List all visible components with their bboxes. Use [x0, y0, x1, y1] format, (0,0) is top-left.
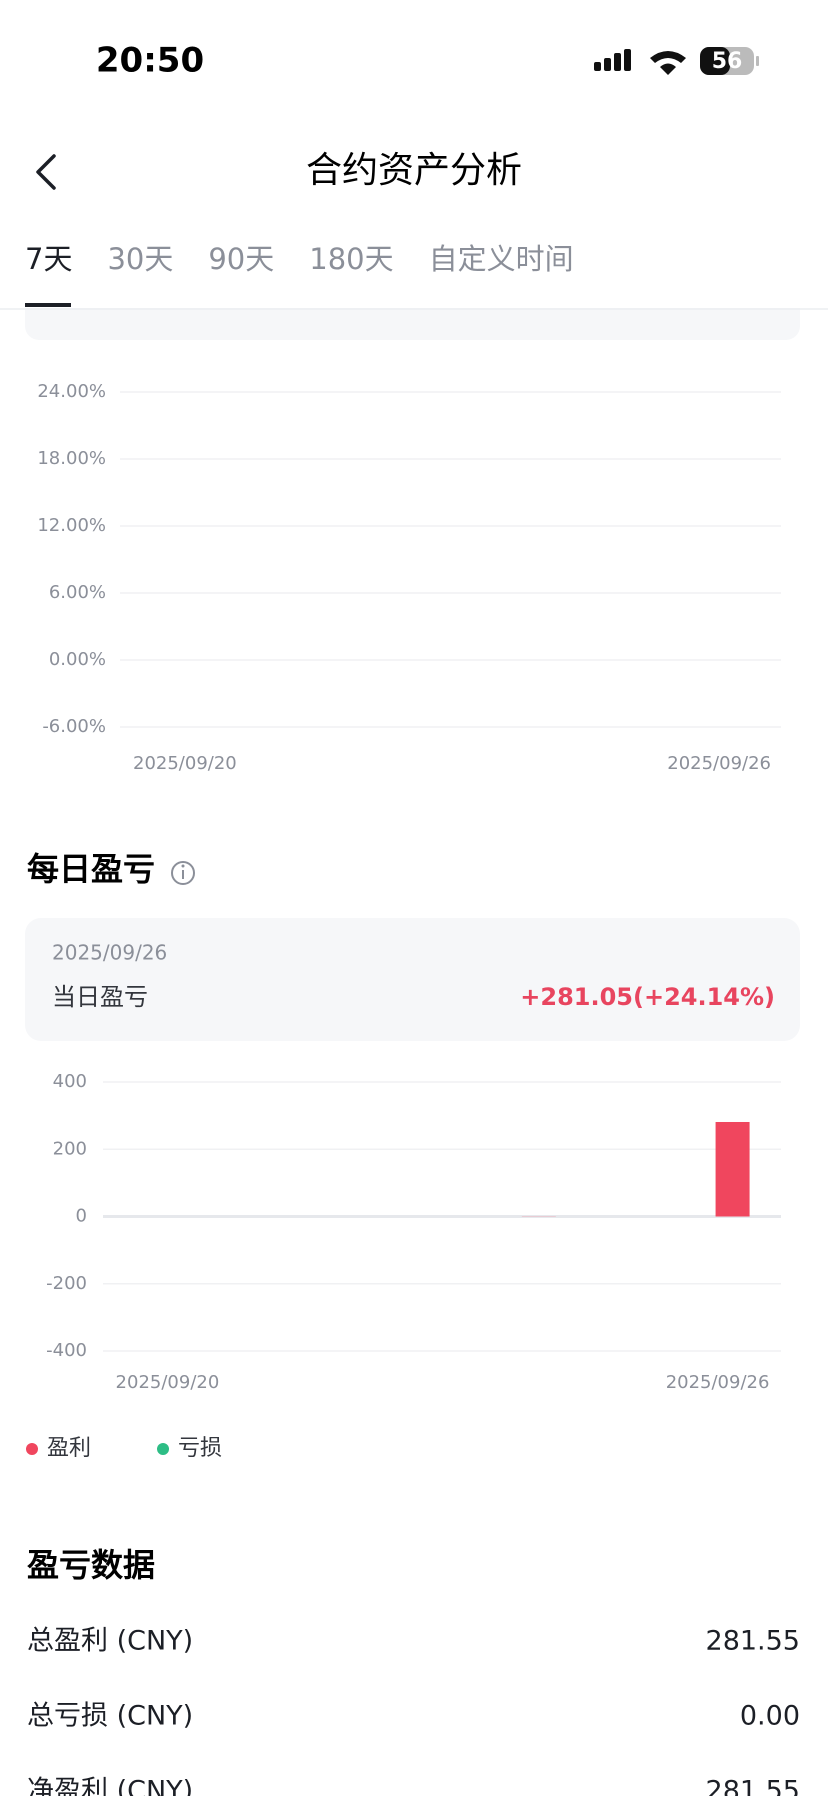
- tab[interactable]: 7天: [25, 242, 72, 276]
- y-tick-label: -200: [46, 1273, 87, 1294]
- stats: 总盈利 (CNY) 281.55 总亏损 (CNY) 0.00 净盈利 (CNY) 281…: [27, 1626, 800, 1796]
- card-label: 当日盈亏: [52, 983, 148, 1011]
- tab[interactable]: 30天: [107, 242, 173, 276]
- tabs: 7天 30天 90天 180天 自定义时间: [25, 242, 574, 276]
- bar-chart: -400 -200 0 200 400 2025/09/20 2025/09/26: [46, 1071, 781, 1393]
- x-tick-label: 2025/09/26: [666, 1372, 770, 1393]
- tab[interactable]: 自定义时间: [429, 242, 574, 276]
- x-tick-label: 2025/09/20: [133, 753, 237, 774]
- line-chart: -6.00% 0.00% 6.00% 12.00% 18.00% 24.00% 2025/0…: [37, 381, 781, 774]
- wifi-icon: [650, 51, 686, 75]
- info-icon[interactable]: [171, 861, 195, 885]
- y-tick-label: 24.00%: [37, 381, 106, 402]
- legend-label: 亏损: [178, 1436, 222, 1461]
- y-tick-label: 200: [53, 1138, 87, 1159]
- tab[interactable]: 90天: [208, 242, 274, 276]
- daily-card: [25, 918, 800, 1041]
- legend-swatch: [157, 1443, 170, 1455]
- battery-level: [700, 47, 730, 75]
- signal-icon: [594, 49, 631, 71]
- x-tick-label: 2025/09/26: [667, 753, 771, 774]
- tab-indicator-active: [25, 303, 71, 307]
- y-tick-label: 0.00%: [49, 649, 106, 670]
- legend-label: 盈利: [47, 1436, 91, 1461]
- card-value: +281.05(+24.14%): [520, 983, 775, 1011]
- y-tick-label: 12.00%: [37, 515, 106, 536]
- stat-label: 净盈利 (CNY): [27, 1776, 193, 1796]
- battery-text: 56: [712, 49, 743, 74]
- tab[interactable]: 180天: [309, 242, 393, 276]
- header-title: 合约资产分析: [306, 150, 522, 191]
- status-time: 20:50: [96, 41, 204, 81]
- stat-value: 0.00: [740, 1701, 800, 1732]
- y-tick-label: -400: [46, 1340, 87, 1361]
- y-tick-label: 400: [53, 1071, 87, 1092]
- stat-value: 281.55: [706, 1626, 800, 1657]
- y-tick-label: -6.00%: [42, 716, 106, 737]
- back-button[interactable]: [36, 154, 56, 190]
- legend-swatch: [26, 1443, 38, 1455]
- x-tick-label: 2025/09/20: [116, 1372, 220, 1393]
- stat-label: 总盈利 (CNY): [27, 1626, 193, 1657]
- battery-tip: [756, 56, 759, 66]
- stat-value: 281.55: [706, 1776, 800, 1796]
- card-date: 2025/09/26: [52, 941, 167, 965]
- y-tick-label: 0: [76, 1206, 87, 1227]
- tab-bg: [0, 280, 828, 308]
- y-tick-label: 6.00%: [49, 582, 106, 603]
- y-tick-label: 18.00%: [37, 448, 106, 469]
- stat-label: 总亏损 (CNY): [27, 1701, 193, 1732]
- stats-title: 盈亏数据: [27, 1546, 155, 1584]
- section-title: 每日盈亏: [27, 850, 155, 888]
- bar: [715, 1121, 750, 1217]
- legend: 盈利 亏损: [26, 1436, 222, 1461]
